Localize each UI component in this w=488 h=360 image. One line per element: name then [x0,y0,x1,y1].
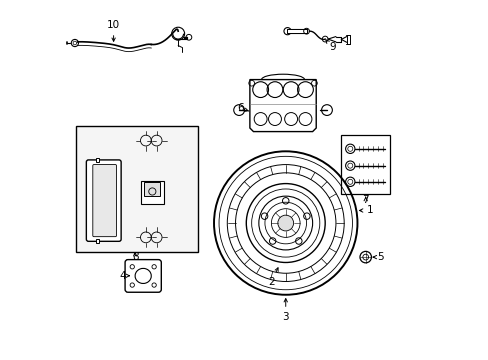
Text: 5: 5 [372,252,383,262]
FancyBboxPatch shape [125,260,161,292]
Text: 8: 8 [132,252,138,262]
Bar [76,126,198,252]
FancyBboxPatch shape [93,165,116,237]
Circle shape [277,215,293,231]
Text: 9: 9 [325,40,335,52]
Bar [96,158,99,162]
Text: 4: 4 [119,271,129,281]
Text: 3: 3 [282,299,288,322]
Polygon shape [249,80,316,132]
Text: 6: 6 [236,103,248,113]
Text: 2: 2 [267,268,278,287]
FancyBboxPatch shape [86,160,121,241]
Bar [341,135,389,194]
Text: 10: 10 [107,20,120,41]
Bar [96,239,99,243]
Text: 7: 7 [362,195,368,206]
Text: 1: 1 [359,206,372,216]
Bar [286,30,306,33]
Bar [144,182,160,197]
Bar [140,181,163,204]
